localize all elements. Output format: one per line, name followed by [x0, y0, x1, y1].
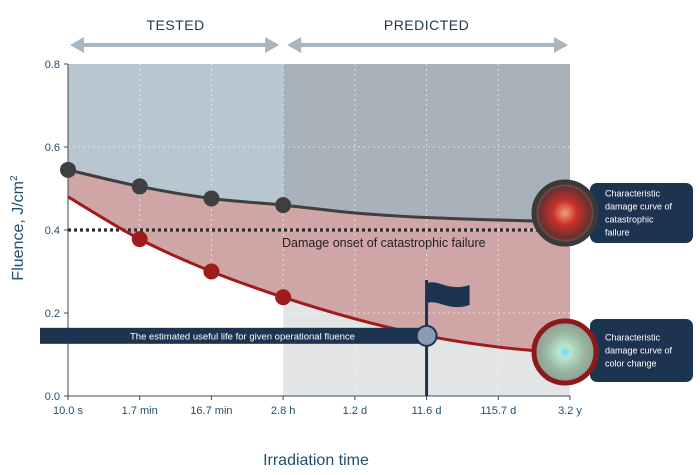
damage-band [68, 169, 570, 354]
x-tick-label: 2.8 h [271, 405, 295, 417]
damage-sample-image [531, 179, 599, 247]
callout-text-line: failure [605, 228, 630, 238]
y-tick-label: 0.2 [45, 308, 60, 320]
callouts: Characteristic damage curve of catastrophi… [531, 179, 693, 386]
damage-band-fill [68, 169, 570, 354]
phase-arrows: TESTED PREDICTED [70, 17, 568, 53]
y-tick-label: 0.8 [45, 59, 60, 71]
threshold: Damage onset of catastrophic failure [68, 228, 545, 250]
tick-labels: 10.0 s 1.7 min 16.7 min 2.8 h 1.2 d 11.6 d 115… [45, 59, 583, 417]
useful-life-banner-bar [40, 327, 427, 344]
useful-life-label: The estimated useful life for given oper… [130, 331, 355, 342]
x-tick-label: 115.7 d [480, 405, 516, 417]
callout-text-line: Characteristic [605, 189, 661, 199]
callout-text-line: color change [605, 359, 657, 369]
x-tick-label: 10.0 s [53, 405, 83, 417]
x-tick-label: 1.2 d [343, 405, 367, 417]
y-axis-title-text: Fluence, J/cm [10, 181, 27, 281]
callout-text-line: Characteristic [605, 333, 661, 343]
threshold-label: Damage onset of catastrophic failure [282, 236, 486, 250]
y-axis-title-superscript: 2 [9, 175, 20, 181]
phase-label: PREDICTED [384, 17, 469, 33]
marker-catastrophic [203, 190, 220, 207]
useful-life-banner: The estimated useful life for given oper… [40, 280, 470, 396]
callout-text-line: damage curve of [605, 202, 673, 212]
callout-text-line: damage curve of [605, 346, 673, 356]
series-markers [60, 161, 438, 347]
phase-arrowhead-left [70, 37, 84, 53]
phase-label: TESTED [146, 17, 204, 33]
damage-sample-image [531, 318, 599, 386]
x-tick-label: 16.7 min [190, 405, 232, 417]
x-axis-title: Irradiation time [263, 452, 369, 469]
callout-text-line: catastrophic [605, 215, 654, 225]
y-tick-label: 0.0 [45, 391, 60, 403]
marker-color-change [131, 231, 148, 248]
marker-catastrophic [131, 178, 148, 195]
x-tick-label: 1.7 min [122, 405, 158, 417]
marker-color-change [203, 263, 220, 280]
phase-arrowhead-right [554, 37, 568, 53]
x-tick-label: 11.6 d [412, 405, 442, 417]
marker-catastrophic [275, 197, 292, 214]
marker-color-change [275, 289, 292, 306]
phase-arrowhead-right [265, 37, 280, 53]
y-axis-title: Fluence, J/cm2 [9, 175, 27, 281]
phase-arrowhead-left [287, 37, 302, 53]
callout-box [590, 183, 693, 243]
operational-point-marker [415, 324, 438, 347]
y-tick-label: 0.4 [45, 225, 60, 237]
x-tick-label: 3.2 y [558, 405, 582, 417]
marker-catastrophic [60, 161, 76, 178]
flag-icon [427, 282, 470, 308]
y-tick-label: 0.6 [45, 142, 60, 154]
series-line-catastrophic [67, 168, 590, 224]
callout-box [590, 319, 693, 382]
